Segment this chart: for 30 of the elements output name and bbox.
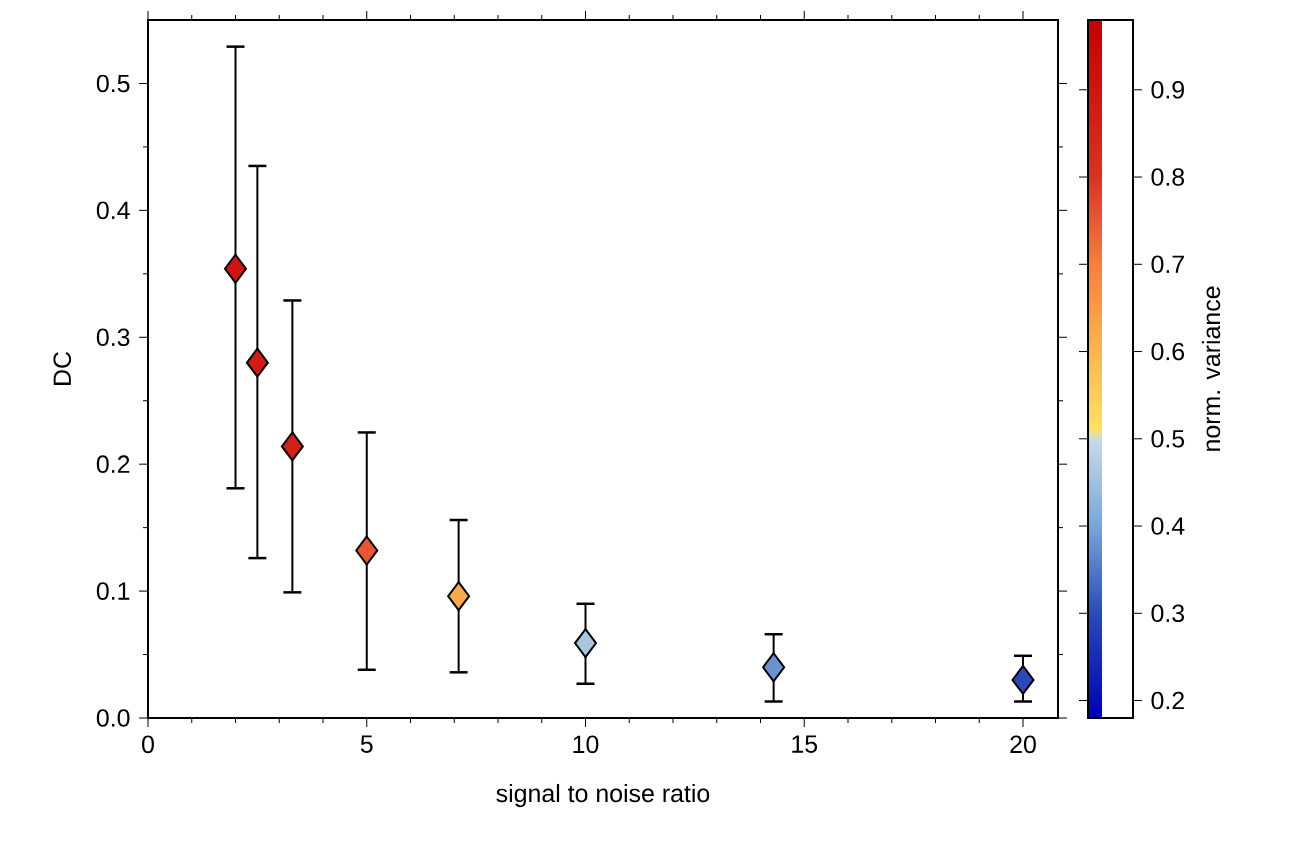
point — [447, 581, 471, 612]
y-tick-label: 0.4 — [96, 201, 130, 220]
y-tick-label: 0.5 — [96, 74, 130, 93]
x-tick-label: 5 — [360, 735, 373, 753]
color-bar-label: 0.9 — [1151, 80, 1184, 99]
point — [1011, 664, 1035, 695]
y-tick-label: 0.3 — [96, 328, 130, 347]
color-bar-label: 0.8 — [1151, 168, 1185, 186]
y-tick-label: 0.2 — [96, 455, 130, 473]
point — [280, 431, 304, 462]
x-axis-title: signal to noise ratio — [496, 783, 710, 808]
color-bar-label: 0.3 — [1151, 604, 1185, 623]
color-bar-title: norm. variance — [1201, 286, 1221, 451]
point — [224, 253, 247, 284]
point — [574, 628, 597, 659]
color-bar-label: 0.7 — [1151, 255, 1184, 274]
y-axis-title: DC — [53, 351, 72, 385]
point — [762, 652, 786, 683]
point — [355, 535, 379, 566]
x-tick-label: 10 — [573, 735, 599, 754]
y-tick-label: 0.1 — [96, 582, 130, 600]
x-tick-label: 20 — [1010, 735, 1036, 754]
x-tick-label: 0 — [142, 735, 154, 754]
color-bar-label: 0.2 — [1151, 691, 1184, 710]
point — [245, 347, 269, 378]
color-bar-label: 0.4 — [1151, 517, 1185, 535]
color-bar-label: 0.6 — [1151, 342, 1185, 361]
y-tick-label: 0.0 — [96, 709, 130, 727]
x-tick-label: 15 — [792, 735, 818, 753]
color-bar-label: 0.5 — [1151, 429, 1185, 448]
